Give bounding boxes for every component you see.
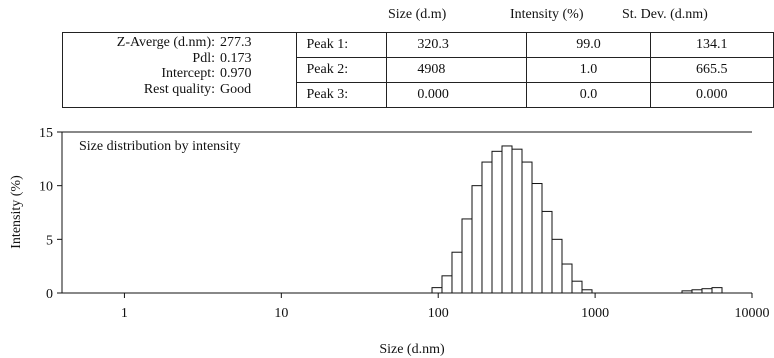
bar [691, 289, 703, 294]
peak-size: 0.000 [386, 82, 528, 108]
x-tick-label: 100 [428, 306, 449, 321]
bar [441, 275, 453, 294]
peak-intensity: 99.0 [526, 32, 651, 58]
summary-line: Intercept: 0.970 [69, 66, 290, 82]
peak-stdev: 0.000 [649, 82, 774, 108]
header-stdev: St. Dev. (d.nm) [622, 7, 708, 22]
y-tick-label: 10 [39, 180, 53, 195]
bar [521, 161, 533, 294]
bar [511, 148, 523, 294]
bars-group [431, 145, 723, 294]
header-intensity: Intensity (%) [510, 7, 584, 22]
summary-label: Pdl: [192, 50, 215, 66]
summary-value: 0.173 [220, 50, 252, 66]
x-tick-label: 1 [121, 306, 128, 321]
y-axis-label: Intensity (%) [9, 175, 24, 249]
peak-stdev: 665.5 [649, 57, 774, 83]
peak-size: 320.3 [386, 32, 528, 58]
peak-size: 4908 [386, 57, 528, 83]
bar [451, 251, 463, 294]
y-tick-label: 0 [46, 287, 53, 302]
summary-value: 277.3 [220, 35, 252, 50]
bar [471, 185, 483, 294]
summary-label: Intercept: [161, 66, 215, 81]
bar [561, 263, 573, 294]
bar [551, 238, 563, 294]
bar [491, 150, 503, 294]
summary-line: Z-Averge (d.nm): 277.3 [69, 35, 290, 51]
header-size: Size (d.m) [388, 7, 447, 22]
y-tick-label: 5 [46, 233, 53, 248]
bar [701, 288, 713, 294]
peak-label: Peak 1: [295, 32, 388, 58]
x-tick-label: 1000 [581, 306, 609, 321]
bar [501, 145, 513, 294]
peak-intensity: 1.0 [526, 57, 651, 83]
chart-title: Size distribution by intensity [79, 139, 240, 154]
summary-value: Good [220, 81, 252, 97]
summary-line: Rest quality: Good [69, 82, 290, 98]
peak-label: Peak 3: [295, 82, 388, 108]
results-table: Z-Averge (d.nm): 277.3 Pdl: 0.173 Intercep… [62, 32, 774, 108]
y-tick-label: 15 [39, 126, 53, 141]
bar [461, 218, 473, 294]
summary-label: Z-Averge (d.nm): [116, 35, 215, 50]
bar [711, 287, 723, 294]
summary-value: 0.970 [220, 66, 252, 81]
axes-group: 0 5 10 15 1 10 100 1000 10000 [39, 126, 770, 321]
x-axis-label: Size (d.nm) [379, 342, 445, 357]
bar [581, 289, 593, 294]
peak-intensity: 0.0 [526, 82, 651, 108]
x-tick-label: 10000 [735, 306, 770, 321]
bar [541, 210, 553, 294]
peak-stdev: 134.1 [649, 32, 774, 58]
bar [431, 287, 443, 294]
summary-line: Pdl: 0.173 [69, 51, 290, 67]
peak-label: Peak 2: [295, 57, 388, 83]
bar [531, 183, 543, 294]
summary-cell: Z-Averge (d.nm): 277.3 Pdl: 0.173 Intercep… [62, 32, 297, 108]
bar [571, 280, 583, 294]
bar [681, 290, 693, 294]
summary-label: Rest quality: [143, 81, 215, 97]
bar [481, 161, 493, 294]
x-tick-label: 10 [274, 306, 288, 321]
